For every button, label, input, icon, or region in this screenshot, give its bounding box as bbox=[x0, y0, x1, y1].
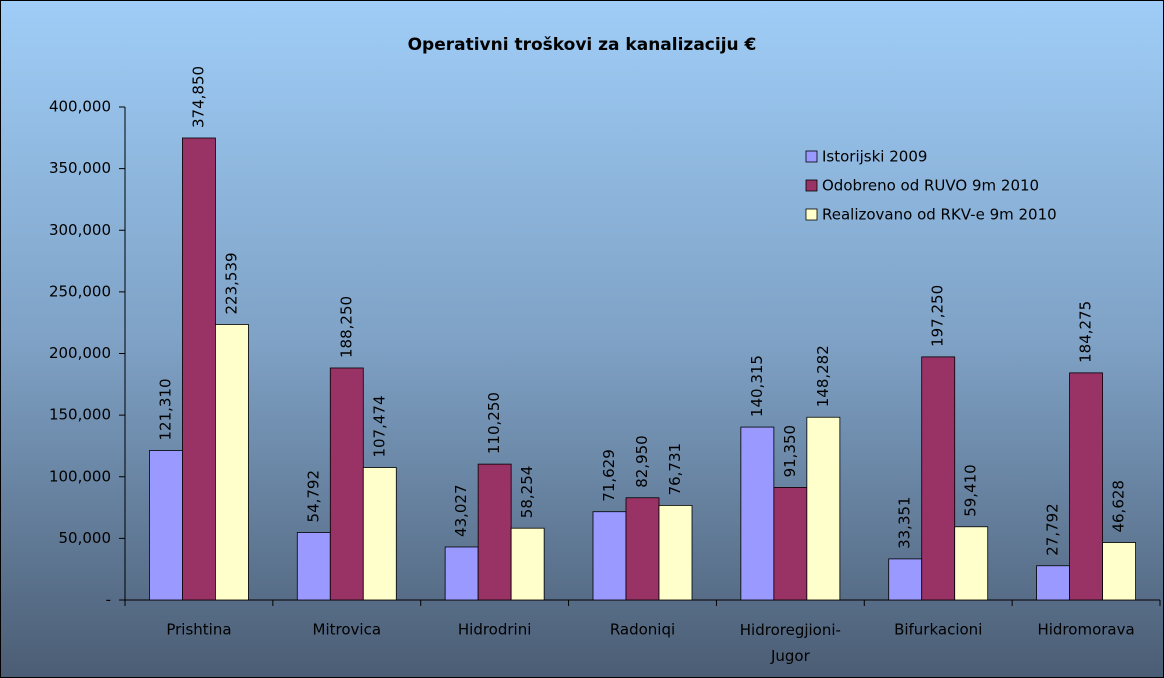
bar bbox=[182, 137, 216, 601]
chart-title: Operativni troškovi za kanalizaciju € bbox=[408, 35, 757, 55]
data-label: 82,950 bbox=[633, 435, 651, 488]
legend-label: Realizovano od RKV-e 9m 2010 bbox=[822, 206, 1057, 224]
data-label: 197,250 bbox=[929, 285, 947, 347]
data-label: 43,027 bbox=[452, 484, 470, 536]
data-label: 76,731 bbox=[666, 443, 684, 496]
bar bbox=[625, 497, 660, 601]
x-tick-label: Mitrovica bbox=[313, 621, 382, 639]
data-label: 110,250 bbox=[485, 392, 503, 454]
y-tick-label: 50,000 bbox=[59, 529, 112, 547]
x-tick-label: Radoniqi bbox=[610, 621, 675, 639]
bar bbox=[740, 426, 775, 601]
legend-label: Istorijski 2009 bbox=[822, 148, 927, 166]
bar bbox=[773, 487, 808, 601]
x-tick-label: Hidromorava bbox=[1037, 621, 1134, 639]
data-label: 107,474 bbox=[370, 396, 388, 458]
y-tick-label: - bbox=[106, 591, 111, 609]
data-label: 59,410 bbox=[962, 464, 980, 517]
bar bbox=[954, 526, 989, 601]
bar bbox=[329, 367, 364, 601]
bar bbox=[888, 558, 923, 601]
bar bbox=[477, 463, 512, 601]
bar bbox=[296, 532, 331, 601]
legend-label: Odobreno od RUVO 9m 2010 bbox=[822, 177, 1039, 195]
bar bbox=[658, 505, 693, 601]
legend-swatch bbox=[805, 150, 818, 163]
data-label: 27,792 bbox=[1044, 503, 1062, 556]
x-tick-label: Hidroregjioni-Jugor bbox=[740, 621, 841, 665]
bar bbox=[510, 527, 545, 601]
x-tick-label: Bifurkacioni bbox=[894, 621, 982, 639]
data-label: 374,850 bbox=[189, 66, 207, 128]
legend-swatch bbox=[805, 179, 818, 192]
y-tick-label: 350,000 bbox=[49, 159, 111, 177]
data-label: 148,282 bbox=[814, 345, 832, 407]
legend-swatch bbox=[805, 208, 818, 221]
data-label: 121,310 bbox=[156, 378, 174, 440]
data-label: 184,275 bbox=[1077, 301, 1095, 363]
data-label: 223,539 bbox=[222, 252, 240, 314]
data-label: 58,254 bbox=[518, 466, 536, 519]
bar bbox=[921, 356, 956, 601]
data-label: 54,792 bbox=[304, 470, 322, 523]
y-tick-label: 300,000 bbox=[49, 221, 111, 239]
bar bbox=[1069, 372, 1103, 601]
x-tick-label: Hidrodrini bbox=[458, 621, 532, 639]
bar bbox=[592, 511, 627, 601]
bar bbox=[1102, 542, 1136, 601]
data-label: 188,250 bbox=[337, 296, 355, 358]
y-tick-label: 400,000 bbox=[49, 98, 111, 116]
data-label: 33,351 bbox=[896, 496, 914, 549]
data-label: 46,628 bbox=[1110, 480, 1128, 533]
bar bbox=[444, 546, 479, 601]
data-label: 71,629 bbox=[600, 449, 618, 502]
y-tick-label: 250,000 bbox=[49, 282, 111, 300]
x-tick-label: Prishtina bbox=[166, 621, 231, 639]
data-label: 140,315 bbox=[748, 355, 766, 417]
bar bbox=[1036, 565, 1070, 601]
data-label: 91,350 bbox=[781, 425, 799, 478]
y-tick-label: 150,000 bbox=[49, 406, 111, 424]
y-tick-label: 100,000 bbox=[49, 467, 111, 485]
bar bbox=[806, 416, 841, 601]
bar bbox=[215, 324, 249, 601]
bar bbox=[149, 450, 183, 601]
bar bbox=[362, 467, 397, 601]
y-tick-label: 200,000 bbox=[49, 344, 111, 362]
